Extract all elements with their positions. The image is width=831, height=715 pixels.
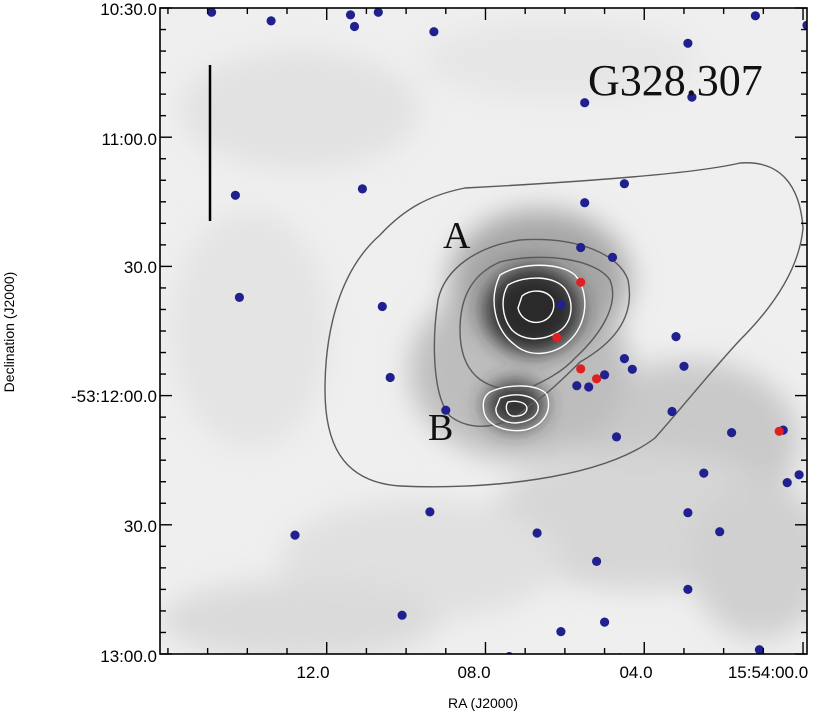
red-source-point xyxy=(576,277,586,287)
y-tick-label: 10:30.0 xyxy=(100,0,157,19)
x-tick-labels: 12.0 08.0 04.0 15:54:00.0 xyxy=(296,663,808,682)
contour-level-3 xyxy=(459,256,614,391)
blue-source-point xyxy=(754,645,764,654)
source-name-label: G328.307 xyxy=(588,56,763,105)
inner-contours xyxy=(482,264,586,432)
axis-ticks xyxy=(160,7,807,655)
blue-source-point xyxy=(377,301,387,312)
blue-source-point xyxy=(349,21,360,32)
red-source-point xyxy=(774,426,784,436)
blue-source-point xyxy=(619,179,630,189)
contour-core-a-1 xyxy=(493,264,586,354)
blue-source-point xyxy=(715,527,725,537)
contour-core-b-3 xyxy=(505,400,528,417)
blue-source-point xyxy=(345,10,356,20)
blue-source-point xyxy=(425,507,435,517)
contour-level-2 xyxy=(433,238,631,427)
blue-source-point xyxy=(556,300,566,310)
blue-source-point xyxy=(572,381,582,391)
blue-source-point xyxy=(529,669,538,678)
blue-source-point xyxy=(619,354,630,364)
y-tick-labels: 10:30.0 11:00.0 30.0 -53:12:00.0 30.0 13… xyxy=(71,0,157,666)
blue-source-point xyxy=(683,38,693,48)
outer-contours xyxy=(324,162,804,488)
blue-source-point xyxy=(782,478,792,488)
blue-source-point xyxy=(537,678,546,687)
blue-source-point xyxy=(679,361,689,371)
blue-source-point xyxy=(266,16,276,26)
blue-source-point xyxy=(683,508,693,518)
blue-sources xyxy=(207,8,807,692)
blue-source-point xyxy=(727,428,737,438)
blue-source-point xyxy=(627,364,637,374)
blue-source-point xyxy=(207,8,217,17)
contour-level-1 xyxy=(324,162,804,488)
blue-source-point xyxy=(489,683,498,692)
blue-source-point xyxy=(607,252,618,262)
y-tick-label: 13:00.0 xyxy=(100,647,157,666)
blue-source-point xyxy=(802,20,807,30)
contour-core-b-1 xyxy=(482,385,550,432)
y-tick-label: 30.0 xyxy=(124,258,157,277)
region-label-a: A xyxy=(443,215,471,257)
blue-source-point xyxy=(441,405,451,415)
red-source-point xyxy=(576,364,586,374)
blue-source-point xyxy=(750,11,761,21)
blue-source-point xyxy=(592,556,602,567)
contour-core-b-2 xyxy=(495,394,539,424)
blue-source-point xyxy=(687,92,697,102)
blue-source-point xyxy=(346,672,355,681)
y-tick-label: 30.0 xyxy=(124,517,157,536)
y-axis-title: Declination (J2000) xyxy=(1,272,17,393)
blue-source-point xyxy=(652,657,661,666)
blue-source-point xyxy=(397,610,407,620)
blue-source-point xyxy=(357,184,367,194)
blue-source-point xyxy=(580,98,590,108)
y-tick-label: -53:12:00.0 xyxy=(71,387,157,406)
blue-source-point xyxy=(234,292,244,302)
blue-source-point xyxy=(429,27,439,37)
blue-source-point xyxy=(290,530,300,540)
blue-source-point xyxy=(611,432,622,442)
blue-source-point xyxy=(385,372,395,383)
contour-core-a-3 xyxy=(517,290,555,324)
blue-source-point xyxy=(584,382,594,392)
blue-source-point xyxy=(699,468,709,478)
blue-source-point xyxy=(525,655,534,664)
red-source-point xyxy=(592,374,602,384)
blue-source-point xyxy=(568,658,577,667)
blue-source-point xyxy=(373,8,383,17)
blue-source-point xyxy=(600,617,610,627)
x-tick-label: 15:54:00.0 xyxy=(728,663,808,682)
blue-source-point xyxy=(230,190,240,200)
x-tick-label: 04.0 xyxy=(619,663,652,682)
blue-source-point xyxy=(600,370,610,380)
red-source-point xyxy=(552,332,562,343)
x-axis-title: RA (J2000) xyxy=(448,695,518,711)
blue-source-point xyxy=(576,242,586,253)
blue-source-point xyxy=(537,674,546,683)
blue-source-point xyxy=(671,332,681,342)
y-tick-label: 11:00.0 xyxy=(102,130,157,149)
blue-source-point xyxy=(667,406,677,417)
blue-source-point xyxy=(532,528,542,538)
blue-source-point xyxy=(580,198,590,208)
x-tick-label: 12.0 xyxy=(296,663,329,682)
blue-source-point xyxy=(556,627,566,637)
blue-source-point xyxy=(683,584,693,595)
blue-source-point xyxy=(794,470,804,480)
red-sources xyxy=(552,277,784,436)
x-tick-label: 08.0 xyxy=(457,663,490,682)
region-label-b: B xyxy=(428,407,453,449)
greyscale-map xyxy=(160,8,807,654)
